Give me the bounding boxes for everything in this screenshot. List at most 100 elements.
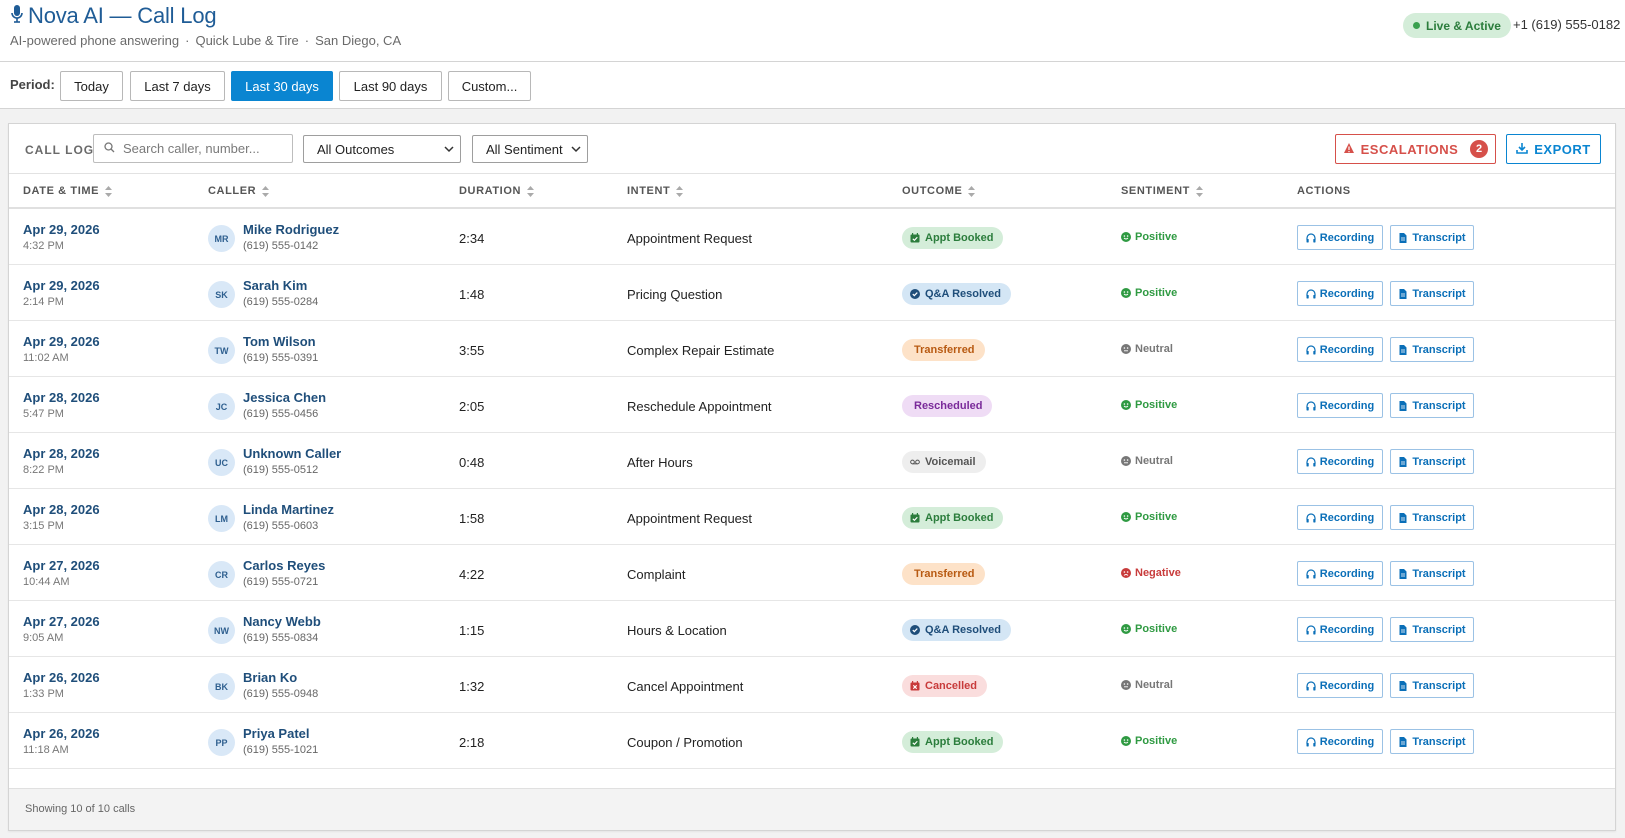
caller-name[interactable]: Priya Patel: [243, 726, 310, 741]
call-duration: 1:15: [459, 623, 485, 638]
recording-button[interactable]: Recording: [1297, 393, 1383, 418]
table-row[interactable]: Apr 26, 2026 1:33 PM BK Brian Ko (619) 555-0…: [9, 657, 1615, 713]
caller-name[interactable]: Unknown Caller: [243, 446, 342, 461]
transcript-button[interactable]: Transcript: [1390, 505, 1474, 530]
caller-name[interactable]: Linda Martinez: [243, 502, 335, 517]
transcript-button[interactable]: Transcript: [1390, 673, 1474, 698]
outcome-label: Cancelled: [925, 680, 977, 692]
outcome-badge: Appt Booked: [902, 227, 1004, 249]
table-row[interactable]: Apr 29, 2026 2:14 PM SK Sarah Kim (619) 555-…: [9, 265, 1615, 321]
transcript-button[interactable]: Transcript: [1390, 281, 1474, 306]
headphones-icon: [1306, 232, 1316, 243]
table-row[interactable]: Apr 27, 2026 10:44 AM CR Carlos Reyes (619) …: [9, 545, 1615, 601]
sentiment-label: Positive: [1135, 231, 1178, 243]
period-7-days-button[interactable]: Last 7 days: [130, 71, 225, 101]
table-row[interactable]: Apr 27, 2026 9:05 AM NW Nancy Webb (619) 555…: [9, 601, 1615, 657]
smile-icon: [1121, 512, 1131, 522]
status-label: Live & Active: [1426, 18, 1501, 33]
sentiment-indicator: Neutral: [1121, 455, 1173, 467]
recording-button[interactable]: Recording: [1297, 449, 1383, 474]
table-row[interactable]: Apr 29, 2026 4:32 PM MR Mike Rodriguez (619)…: [9, 209, 1615, 265]
caller-name[interactable]: Carlos Reyes: [243, 558, 326, 573]
call-date: Apr 29, 2026: [23, 334, 100, 349]
recording-button[interactable]: Recording: [1297, 225, 1383, 250]
status-dot-icon: [1413, 22, 1420, 29]
table-row[interactable]: Apr 29, 2026 11:02 AM TW Tom Wilson (619) 55…: [9, 321, 1615, 377]
column-label: ACTIONS: [1297, 185, 1351, 197]
call-datetime: Apr 26, 2026 1:33 PM: [23, 670, 100, 700]
document-icon: [1398, 568, 1408, 579]
table-row[interactable]: Apr 26, 2026 11:18 AM PP Priya Patel (619) 5…: [9, 713, 1615, 769]
subtitle-business: Quick Lube & Tire: [195, 33, 299, 48]
sentiment-label: Neutral: [1135, 679, 1173, 691]
call-time: 5:47 PM: [23, 408, 64, 420]
caller-phone: (619) 555-0603: [243, 520, 319, 532]
transcript-button[interactable]: Transcript: [1390, 449, 1474, 474]
search-box[interactable]: [93, 134, 293, 163]
call-time: 10:44 AM: [23, 576, 70, 588]
page-title: Nova AI — Call Log: [28, 3, 217, 28]
column-caller[interactable]: CALLER: [208, 185, 270, 197]
sort-icon: [105, 185, 113, 197]
column-date-time[interactable]: DATE & TIME: [23, 185, 113, 197]
caller-phone: (619) 555-0456: [243, 408, 319, 420]
recording-button[interactable]: Recording: [1297, 561, 1383, 586]
call-time: 11:18 AM: [23, 744, 69, 756]
caller-name[interactable]: Nancy Webb: [243, 614, 321, 629]
outcome-badge: Cancelled: [902, 675, 987, 697]
recording-button[interactable]: Recording: [1297, 505, 1383, 530]
period-bar: Period: Today Last 7 days Last 30 days L…: [0, 62, 1625, 109]
transcript-button[interactable]: Transcript: [1390, 561, 1474, 586]
export-button[interactable]: EXPORT: [1506, 134, 1601, 164]
call-datetime: Apr 27, 2026 9:05 AM: [23, 614, 100, 644]
period-custom-button[interactable]: Custom...: [448, 71, 531, 101]
calendar-check-icon: [910, 737, 920, 747]
caller-name[interactable]: Jessica Chen: [243, 390, 327, 405]
caller-name[interactable]: Tom Wilson: [243, 334, 316, 349]
download-icon: [1516, 142, 1529, 157]
sentiment-label: Positive: [1135, 511, 1178, 523]
search-input[interactable]: [123, 141, 283, 156]
transcript-button[interactable]: Transcript: [1390, 617, 1474, 642]
period-30-days-button[interactable]: Last 30 days: [231, 71, 333, 101]
recording-button[interactable]: Recording: [1297, 281, 1383, 306]
recording-button[interactable]: Recording: [1297, 337, 1383, 362]
column-label: DATE & TIME: [23, 185, 100, 197]
column-duration[interactable]: DURATION: [459, 185, 535, 197]
recording-button[interactable]: Recording: [1297, 729, 1383, 754]
sentiment-indicator: Positive: [1121, 399, 1177, 411]
table-footer: Showing 10 of 10 calls: [9, 788, 1615, 830]
escalations-button[interactable]: ESCALATIONS 2: [1335, 134, 1496, 164]
recording-button[interactable]: Recording: [1297, 673, 1383, 698]
headphones-icon: [1306, 736, 1316, 747]
caller-name[interactable]: Brian Ko: [243, 670, 298, 685]
transcript-button[interactable]: Transcript: [1390, 337, 1474, 362]
recording-button[interactable]: Recording: [1297, 617, 1383, 642]
column-outcome[interactable]: OUTCOME: [902, 185, 976, 197]
caller-name[interactable]: Sarah Kim: [243, 278, 308, 293]
transcript-button[interactable]: Transcript: [1390, 225, 1474, 250]
column-intent[interactable]: INTENT: [627, 185, 684, 197]
table-row[interactable]: Apr 28, 2026 3:15 PM LM Linda Martinez (619)…: [9, 489, 1615, 545]
period-today-button[interactable]: Today: [60, 71, 123, 101]
column-sentiment[interactable]: SENTIMENT: [1121, 185, 1203, 197]
transcript-button[interactable]: Transcript: [1390, 729, 1474, 754]
outcome-label: Appt Booked: [925, 736, 994, 748]
sentiment-filter-value: All Sentiment: [486, 141, 563, 157]
recording-label: Recording: [1319, 735, 1375, 748]
sentiment-filter-select[interactable]: All Sentiment: [472, 135, 588, 163]
table-row[interactable]: Apr 28, 2026 8:22 PM UC Unknown Caller (619)…: [9, 433, 1615, 489]
table-row[interactable]: Apr 28, 2026 5:47 PM JC Jessica Chen (619) 5…: [9, 377, 1615, 433]
transcript-button[interactable]: Transcript: [1390, 393, 1474, 418]
outcome-filter-select[interactable]: All Outcomes: [303, 135, 461, 163]
caller-name[interactable]: Mike Rodriguez: [243, 222, 340, 237]
caller-info: Jessica Chen (619) 555-0456: [243, 390, 326, 420]
recording-label: Recording: [1319, 511, 1375, 524]
smile-icon: [1121, 232, 1131, 242]
section-label: CALL LOG: [25, 143, 95, 157]
period-90-days-button[interactable]: Last 90 days: [339, 71, 442, 101]
call-duration: 1:32: [459, 679, 485, 694]
column-actions: ACTIONS: [1297, 185, 1351, 197]
sentiment-label: Positive: [1135, 735, 1178, 747]
sentiment-indicator: Neutral: [1121, 343, 1173, 355]
